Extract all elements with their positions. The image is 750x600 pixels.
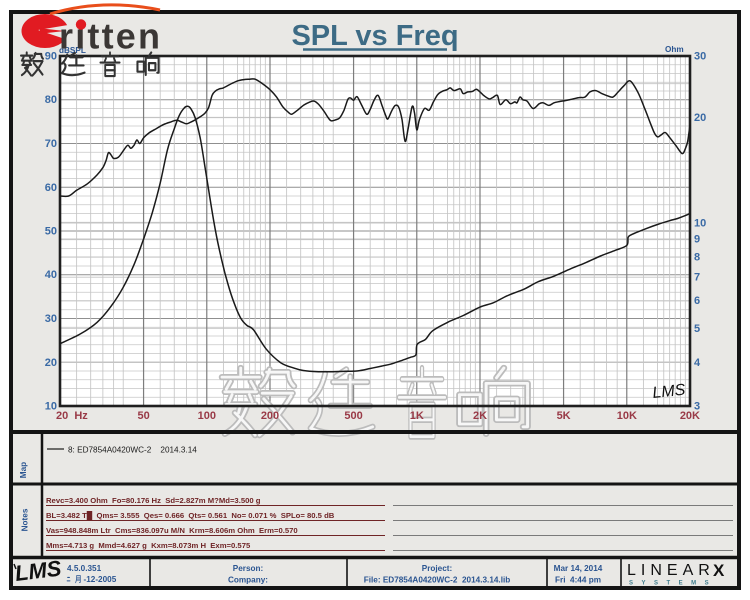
svg-text:20: 20 (45, 357, 57, 369)
svg-text:10: 10 (45, 401, 57, 413)
svg-text:Revc=3.400 Ohm Fo=80.176 Hz: Revc=3.400 Ohm Fo=80.176 Hz Sd=2.827m M?… (46, 496, 261, 505)
svg-text:200: 200 (261, 410, 279, 422)
svg-text:10K: 10K (617, 410, 637, 422)
svg-text:5: 5 (694, 323, 700, 335)
svg-text:70: 70 (45, 138, 57, 150)
svg-text:40: 40 (45, 269, 57, 281)
svg-text:8: ED7854A0420WC-2 2014.3.1: 8: ED7854A0420WC-2 2014.3.14 (68, 446, 197, 455)
svg-text:500: 500 (344, 410, 362, 422)
svg-text:Vas=948.848m Ltr Cms=836.097u: Vas=948.848m Ltr Cms=836.097u M/N Krm=8.… (46, 526, 298, 535)
svg-text:4: 4 (694, 357, 701, 369)
svg-text:File: ED7854A0420WC-2 2014.3.: File: ED7854A0420WC-2 2014.3.14.lib (364, 576, 511, 585)
svg-text:10: 10 (694, 218, 706, 230)
svg-text:8: 8 (694, 251, 700, 263)
svg-text:BL=3.482 T█ Qms= 3.555 Qes=: BL=3.482 T█ Qms= 3.555 Qes= 0.666 Qts= 0… (46, 511, 335, 521)
svg-text:Notes: Notes (21, 508, 30, 531)
svg-text:90: 90 (45, 51, 57, 63)
svg-text:6: 6 (694, 295, 700, 307)
svg-text:LMS: LMS (14, 555, 63, 586)
svg-text:2K: 2K (473, 410, 487, 422)
svg-text:-12-2005: -12-2005 (84, 575, 117, 584)
svg-text:Person:: Person: (233, 564, 263, 573)
svg-text:Fri 4:44 pm: Fri 4:44 pm (555, 576, 601, 585)
svg-text:20K: 20K (680, 410, 700, 422)
svg-text:80: 80 (45, 94, 57, 106)
svg-text:ritten: ritten (59, 16, 162, 57)
svg-text:5K: 5K (557, 410, 571, 422)
svg-text:SYSTEMS: SYSTEMS (629, 581, 717, 587)
svg-text:50: 50 (137, 410, 149, 422)
svg-text:30: 30 (694, 51, 706, 63)
svg-text:20: 20 (694, 112, 706, 124)
svg-text:4.5.0.351: 4.5.0.351 (67, 564, 102, 573)
svg-text:dBSPL: dBSPL (59, 46, 86, 55)
svg-text:30: 30 (45, 313, 57, 325)
svg-text:Ohm: Ohm (665, 45, 684, 54)
svg-text:50: 50 (45, 226, 57, 238)
svg-text:SPL vs Freq: SPL vs Freq (291, 20, 458, 52)
svg-text:3: 3 (694, 401, 700, 413)
svg-text:Mar 14, 2014: Mar 14, 2014 (554, 564, 603, 573)
svg-text:LMS: LMS (652, 382, 687, 402)
svg-text:LINEAR: LINEAR (627, 562, 715, 579)
svg-text:100: 100 (198, 410, 216, 422)
svg-text:7: 7 (694, 272, 700, 284)
svg-text:Project:: Project: (422, 564, 452, 573)
svg-text:9: 9 (694, 234, 700, 246)
svg-text:Company:: Company: (228, 576, 268, 585)
svg-text:Mms=4.713 g Mmd=4.627 g Kxm=: Mms=4.713 g Mmd=4.627 g Kxm=8.073m H Exm… (46, 541, 251, 550)
svg-text:60: 60 (45, 182, 57, 194)
svg-text:1K: 1K (410, 410, 424, 422)
svg-text:X: X (713, 561, 725, 580)
svg-text:Map: Map (19, 462, 28, 478)
svg-text:20 Hz: 20 Hz (56, 410, 88, 422)
